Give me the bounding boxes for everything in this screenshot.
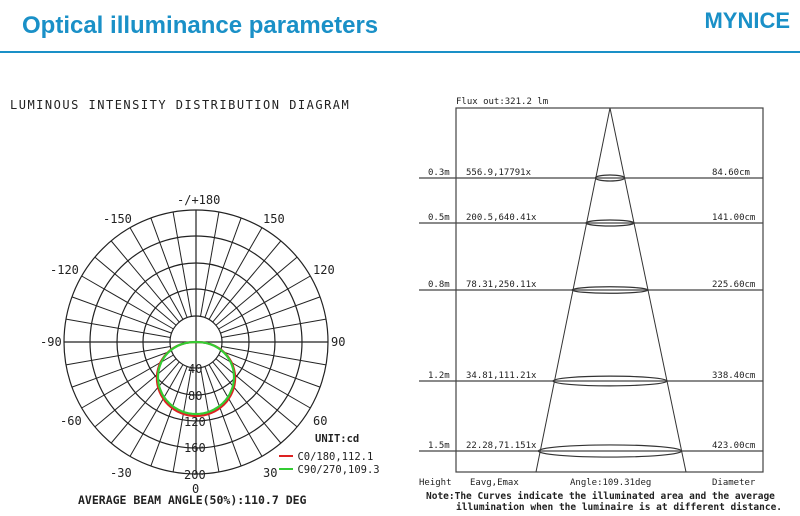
polar-spoke [200,211,220,317]
polar-spoke [71,350,172,388]
angle-label-120: 120 [313,263,335,277]
polar-spoke [200,367,220,473]
cone-ellipse [552,375,668,387]
polar-spoke [218,275,311,330]
polar-spoke [208,227,263,320]
polar-spoke [129,364,184,457]
angle-label-90: 90 [331,335,346,349]
row-eavg-emax: 34.81,111.21x [466,371,537,381]
radial-label-200: 200 [184,468,206,482]
polar-spoke [221,346,327,366]
note-line-2: illumination when the luminaire is at di… [456,502,783,513]
row-eavg-emax: 556.9,17791x [466,168,532,178]
radial-label-80: 80 [188,389,203,403]
polar-spoke [94,358,177,428]
polar-spoke [208,364,263,457]
footer-eavg: Eavg,Emax [470,478,519,488]
angle-label-0: 0 [192,482,200,496]
row-height: 1.5m [428,441,450,451]
polar-spoke [215,256,298,326]
angle-label-minus60: -60 [60,414,82,428]
row-height: 0.5m [428,213,450,223]
polar-spoke [172,211,192,317]
angle-label-minus150: -150 [103,212,132,226]
page-title: Optical illuminance parameters [22,12,379,39]
radial-label-120: 120 [184,415,206,429]
polar-spoke [150,217,188,318]
row-diameter: 225.60cm [712,280,756,290]
angle-label-minus120: -120 [50,263,79,277]
average-beam-angle: AVERAGE BEAM ANGLE(50%):110.7 DEG [78,493,307,507]
polar-spoke [71,296,172,334]
polar-spoke [218,354,311,409]
row-eavg-emax: 78.31,250.11x [466,280,537,290]
polar-spoke [172,367,192,473]
angle-label-150: 150 [263,212,285,226]
footer-angle: Angle:109.31deg [570,478,652,488]
row-diameter: 423.00cm [712,441,756,451]
polar-spoke [204,366,242,467]
polar-spoke [94,256,177,326]
note-line-1: Note:The Curves indicate the illuminated… [426,491,775,502]
polar-spoke [65,318,171,338]
legend-label-c0: C0/180,112.1 [297,451,374,463]
cone-ellipse [594,174,626,182]
angle-label-30: 30 [263,466,278,480]
brand-logo: MYNICE [704,8,790,33]
row-eavg-emax: 200.5,640.41x [466,213,537,223]
legend-label-c90: C90/270,109.3 [297,464,380,476]
legend-swatch-c90 [279,467,293,470]
polar-spoke [110,361,180,444]
cone-ellipse [585,219,635,227]
angle-label-180: -/+180 [177,193,221,207]
legend-item-c0: C0/180,112.1 [279,447,373,465]
row-diameter: 338.40cm [712,371,756,381]
polar-spoke [220,296,321,334]
row-height: 0.3m [428,168,450,178]
angle-label-minus30: -30 [110,466,132,480]
radial-label-160: 160 [184,441,206,455]
polar-spoke [110,240,180,323]
row-diameter: 84.60cm [712,168,750,178]
polar-spoke [220,350,321,388]
polar-spoke [212,361,282,444]
footer-height: Height [419,478,452,488]
flux-out: Flux out:321.2 lm [456,97,549,107]
polar-spoke [215,358,298,428]
polar-diagram-title: LUMINOUS INTENSITY DISTRIBUTION DIAGRAM [10,98,351,112]
polar-spoke [212,240,282,323]
polar-spoke [81,354,174,409]
unit-label: UNIT:cd [315,433,360,445]
angle-label-minus90: -90 [40,335,62,349]
polar-spoke [65,346,171,366]
polar-spoke [150,366,188,467]
radial-label-40: 40 [188,362,203,376]
row-height: 1.2m [428,371,450,381]
polar-spoke [221,318,327,338]
angle-label-60: 60 [313,414,328,428]
row-height: 0.8m [428,280,450,290]
cone-ellipse [571,286,649,294]
row-diameter: 141.00cm [712,213,756,223]
polar-spoke [204,217,242,318]
cone-ellipse [537,444,683,458]
polar-spoke [81,275,174,330]
footer-diameter: Diameter [712,478,756,488]
row-eavg-emax: 22.28,71.151x [466,441,537,451]
polar-spoke [129,227,184,320]
curve-c90-270 [156,340,236,416]
header-divider [0,51,800,53]
legend-swatch-c0 [279,454,293,457]
legend-item-c90: C90/270,109.3 [279,460,380,478]
